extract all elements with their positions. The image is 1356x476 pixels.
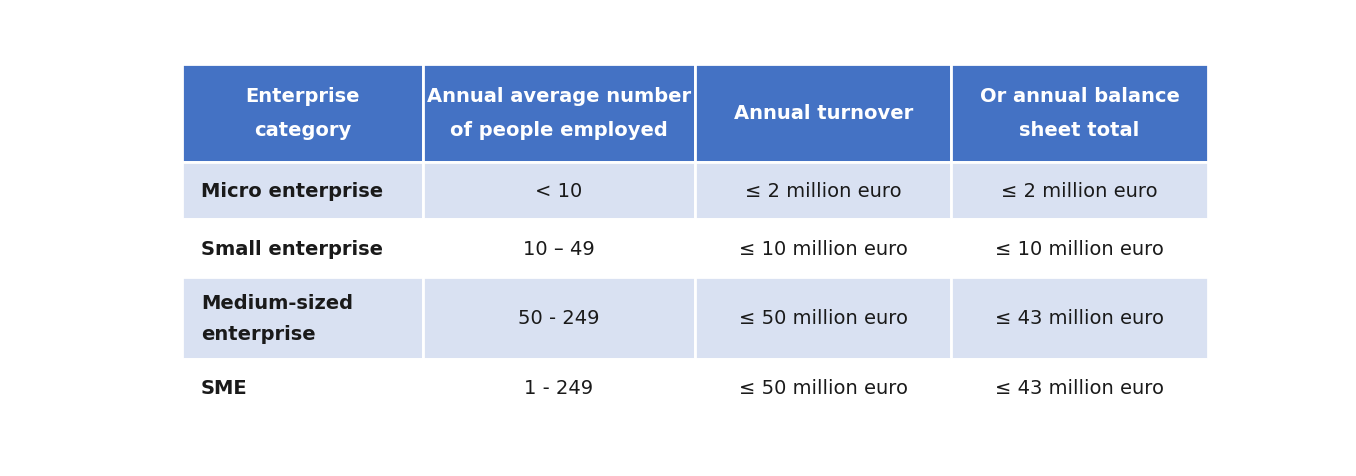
FancyBboxPatch shape [696,278,952,359]
FancyBboxPatch shape [952,220,1208,278]
Text: SME: SME [201,378,248,397]
Text: 10 – 49: 10 – 49 [523,239,595,258]
FancyBboxPatch shape [696,359,952,416]
Text: Micro enterprise: Micro enterprise [201,182,384,201]
Text: ≤ 50 million euro: ≤ 50 million euro [739,308,907,327]
FancyBboxPatch shape [696,163,952,220]
FancyBboxPatch shape [423,359,696,416]
FancyBboxPatch shape [952,278,1208,359]
Text: Enterprise
category: Enterprise category [245,87,359,140]
Text: ≤ 2 million euro: ≤ 2 million euro [1001,182,1158,201]
Text: ≤ 2 million euro: ≤ 2 million euro [744,182,902,201]
FancyBboxPatch shape [696,64,952,163]
FancyBboxPatch shape [952,163,1208,220]
FancyBboxPatch shape [182,220,423,278]
Text: 1 - 249: 1 - 249 [525,378,594,397]
Text: ≤ 50 million euro: ≤ 50 million euro [739,378,907,397]
FancyBboxPatch shape [182,64,423,163]
Text: Annual average number
of people employed: Annual average number of people employed [427,87,692,140]
Text: ≤ 10 million euro: ≤ 10 million euro [739,239,907,258]
FancyBboxPatch shape [423,278,696,359]
FancyBboxPatch shape [182,163,423,220]
Text: < 10: < 10 [536,182,583,201]
FancyBboxPatch shape [952,64,1208,163]
FancyBboxPatch shape [423,220,696,278]
FancyBboxPatch shape [423,64,696,163]
Text: ≤ 43 million euro: ≤ 43 million euro [995,378,1163,397]
Text: 50 - 249: 50 - 249 [518,308,599,327]
FancyBboxPatch shape [423,163,696,220]
FancyBboxPatch shape [952,359,1208,416]
FancyBboxPatch shape [696,220,952,278]
Text: Small enterprise: Small enterprise [201,239,382,258]
Text: Or annual balance
sheet total: Or annual balance sheet total [979,87,1180,140]
Text: ≤ 43 million euro: ≤ 43 million euro [995,308,1163,327]
Text: Medium-sized
enterprise: Medium-sized enterprise [201,293,353,343]
FancyBboxPatch shape [182,359,423,416]
Text: Annual turnover: Annual turnover [734,104,913,123]
Text: ≤ 10 million euro: ≤ 10 million euro [995,239,1163,258]
FancyBboxPatch shape [182,278,423,359]
